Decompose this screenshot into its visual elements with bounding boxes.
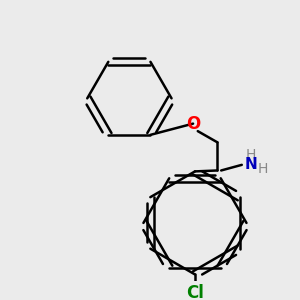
Text: H: H	[257, 162, 268, 176]
Text: Cl: Cl	[186, 284, 204, 300]
Text: H: H	[246, 148, 256, 163]
Text: O: O	[186, 115, 200, 133]
Text: N: N	[245, 157, 257, 172]
